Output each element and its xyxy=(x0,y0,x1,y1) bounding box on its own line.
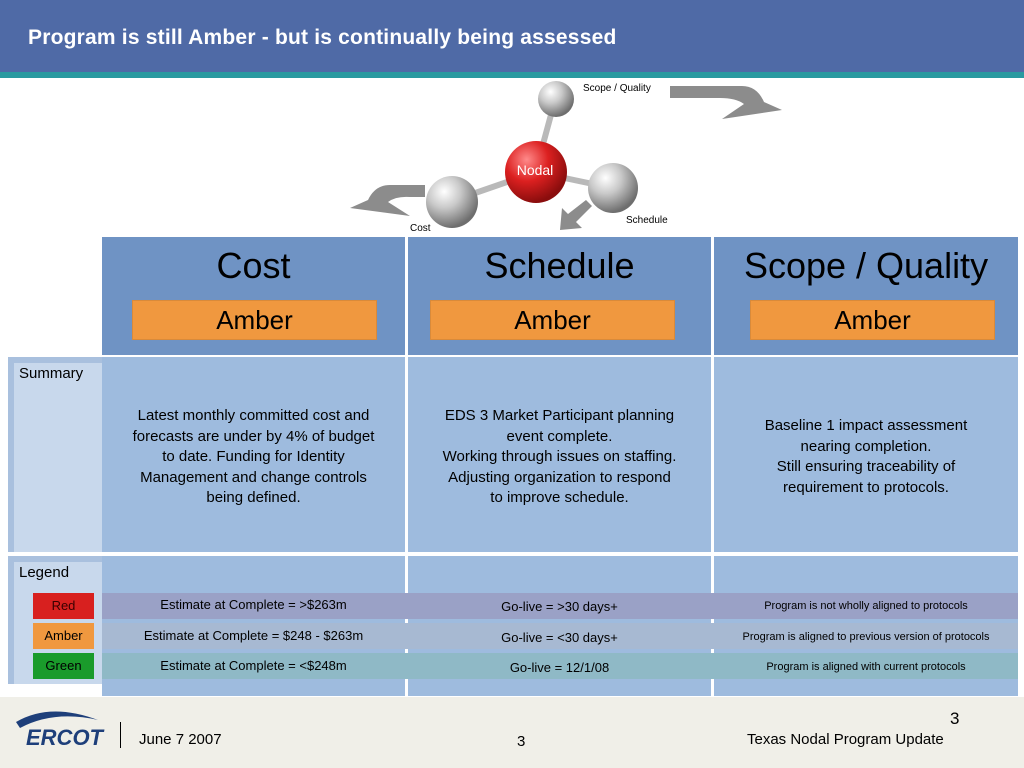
ercot-logo-text: ERCOT xyxy=(26,725,105,750)
legend-row-green: Estimate at Complete = <$248m Go-live = … xyxy=(102,653,1018,679)
legend-red-schedule: Go-live = >30 days+ xyxy=(501,599,618,614)
cost-summary-cell: Latest monthly committed cost and forecas… xyxy=(102,357,405,552)
cost-column-title: Cost xyxy=(216,245,291,286)
scope-summary-cell: Baseline 1 impact assessment nearing comp… xyxy=(714,357,1018,552)
cost-status-badge: Amber xyxy=(132,300,377,340)
legend-green-scope: Program is aligned with current protocol… xyxy=(766,661,966,673)
legend-amber-scope: Program is aligned to previous version o… xyxy=(742,631,990,643)
legend-green-cost: Estimate at Complete = <$248m xyxy=(160,658,347,673)
slide-footer xyxy=(0,697,1024,768)
footer-page: 3 xyxy=(517,733,526,750)
schedule-summary-cell: EDS 3 Market Participant planning event c… xyxy=(408,357,711,552)
cost-arrow-icon xyxy=(350,185,425,216)
schedule-column-header: Schedule Amber xyxy=(408,237,711,355)
ercot-logo: ERCOT xyxy=(16,711,105,750)
legend-red-scope: Program is not wholly aligned to protoco… xyxy=(764,600,968,612)
schedule-node-label: Schedule xyxy=(626,215,668,226)
legend-green-schedule: Go-live = 12/1/08 xyxy=(509,660,610,675)
slide-number: 3 xyxy=(950,709,960,728)
schedule-column-title: Schedule xyxy=(484,245,635,286)
footer-divider xyxy=(120,722,121,748)
status-badge-amber: Amber xyxy=(33,623,94,649)
status-badge-green: Green xyxy=(33,653,94,679)
scope-column-title: Scope / Quality xyxy=(743,245,989,286)
header-accent-stripe xyxy=(0,72,1024,78)
scope-column-header: Scope / Quality Amber xyxy=(714,237,1018,355)
nodal-node xyxy=(505,141,567,203)
cost-summary-text: Latest monthly committed cost and forecas… xyxy=(132,407,375,506)
status-badge-red: Red xyxy=(33,593,94,619)
summary-label-panel xyxy=(8,357,102,552)
legend-row-red: Estimate at Complete = >$263m Go-live = … xyxy=(102,593,1018,619)
cost-node-label: Cost xyxy=(410,223,431,234)
schedule-arrow-icon xyxy=(560,200,592,230)
legend-amber-cost: Estimate at Complete = $248 - $263m xyxy=(143,628,364,643)
cost-node xyxy=(426,176,478,228)
scope-arrow-icon xyxy=(670,86,782,119)
slide-title: Program is still Amber - but is continua… xyxy=(28,26,617,49)
footer-program: Texas Nodal Program Update xyxy=(747,731,944,748)
scope-status-badge: Amber xyxy=(750,300,995,340)
schedule-status-badge: Amber xyxy=(430,300,675,340)
schedule-node xyxy=(588,163,638,213)
footer-date: June 7 2007 xyxy=(139,731,222,748)
legend-row-amber: Estimate at Complete = $248 - $263m Go-l… xyxy=(102,623,1018,649)
scope-summary-text: Baseline 1 impact assessment nearing comp… xyxy=(764,417,968,496)
legend-red-cost: Estimate at Complete = >$263m xyxy=(160,597,347,612)
summary-label: Summary xyxy=(19,365,84,382)
legend-label: Legend xyxy=(19,564,70,581)
scope-quality-node-label: Scope / Quality xyxy=(583,83,651,94)
scope-quality-node xyxy=(538,81,574,117)
molecule-diagram xyxy=(350,81,782,230)
nodal-label: Nodal xyxy=(516,162,554,178)
legend-amber-schedule: Go-live = <30 days+ xyxy=(501,630,618,645)
cost-column-header: Cost Amber xyxy=(102,237,405,355)
slide-header xyxy=(0,0,1024,72)
schedule-summary-text: EDS 3 Market Participant planning event c… xyxy=(442,407,677,506)
